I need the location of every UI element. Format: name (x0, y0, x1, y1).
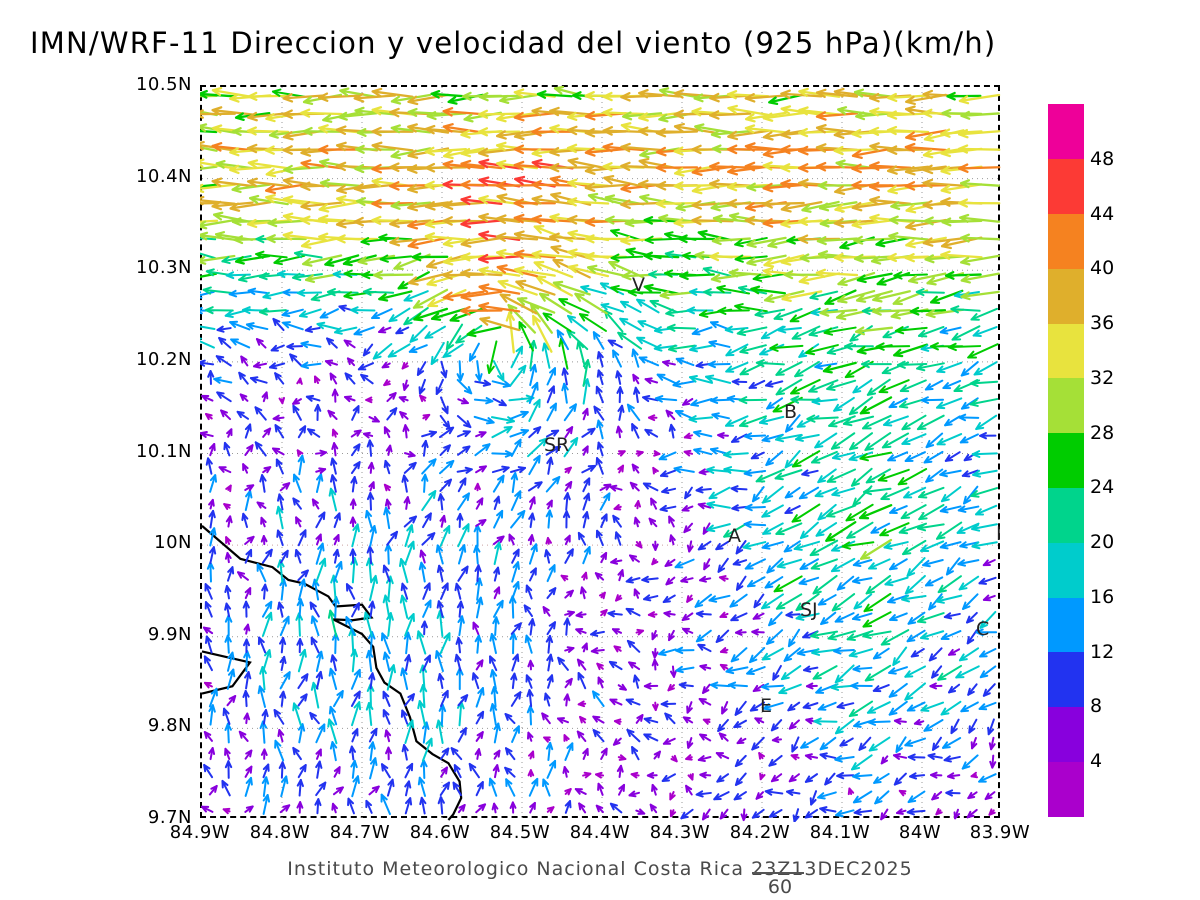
page-title: IMN/WRF-11 Direccion y velocidad del vie… (30, 26, 997, 60)
colorbar-band (1048, 651, 1084, 708)
x-axis-tick-label: 84.4W (569, 822, 631, 843)
colorbar-band (1048, 213, 1084, 269)
x-axis-tick-label: 84.8W (249, 822, 311, 843)
colorbar-band (1048, 432, 1084, 488)
y-axis-tick-label: 9.9N (147, 623, 192, 645)
colorbar: 4 8 12 16 20 24 28 32 36 40 44 48 (1048, 104, 1114, 817)
colorbar-band (1048, 542, 1084, 598)
colorbar-tick-label: 32 (1090, 366, 1115, 389)
colorbar-band (1048, 158, 1084, 215)
x-axis-tick-label: 84.2W (729, 822, 791, 843)
colorbar-band (1048, 706, 1084, 762)
x-axis-tick-label: 84.3W (649, 822, 711, 843)
city-label-c: C (976, 618, 990, 641)
colorbar-band (1048, 104, 1084, 160)
colorbar-tick-label: 40 (1090, 257, 1115, 280)
y-axis-tick-label: 10N (154, 532, 192, 554)
colorbar-tick-label: 16 (1090, 585, 1115, 608)
x-axis-tick-label: 84.6W (409, 822, 471, 843)
wind-vectors (200, 85, 1001, 822)
x-axis-tick-label: 84W (898, 822, 942, 843)
colorbar-tick-label: 48 (1090, 147, 1115, 170)
colorbar-tick-label: 4 (1090, 750, 1103, 773)
y-axis-tick-label: 10.2N (135, 348, 192, 370)
x-axis-tick-label: 84.9W (169, 822, 231, 843)
colorbar-band (1048, 268, 1084, 324)
x-axis-tick-label: 84.5W (489, 822, 551, 843)
colorbar-tick-label: 44 (1090, 202, 1115, 225)
city-label-b: B (784, 401, 798, 424)
x-axis-tick-label: 84.7W (329, 822, 391, 843)
y-axis-tick-label: 9.8N (147, 715, 192, 737)
city-label-sj: SJ (800, 599, 818, 622)
colorbar-tick-label: 24 (1090, 476, 1115, 499)
footer-credit: Instituto Meteorologico Nacional Costa R… (287, 858, 913, 880)
colorbar-band (1048, 377, 1084, 434)
x-axis-tick-label: 84.1W (809, 822, 871, 843)
colorbar-tick-label: 12 (1090, 640, 1115, 663)
wind-vector-plot (200, 85, 1002, 822)
city-label-a: A (728, 524, 741, 547)
reference-vector-label: 60 (767, 876, 793, 898)
city-label-v: V (632, 273, 645, 296)
y-axis-tick-label: 10.5N (135, 74, 192, 95)
city-label-i: I (996, 523, 1002, 546)
colorbar-band (1048, 761, 1084, 817)
colorbar-tick-label: 8 (1090, 695, 1103, 718)
x-axis-tick-label: 83.9W (969, 822, 1031, 843)
city-label-sr: SR (544, 434, 570, 457)
colorbar-band (1048, 596, 1084, 653)
reference-vector-icon (752, 872, 804, 874)
y-axis-tick-label: 10.4N (135, 165, 192, 187)
y-axis-tick-label: 10.1N (135, 440, 192, 462)
y-axis-tick-label: 10.3N (135, 257, 192, 279)
vector-field-canvas (200, 85, 1002, 822)
colorbar-band (1048, 323, 1084, 379)
colorbar-tick-label: 36 (1090, 312, 1115, 335)
colorbar-tick-label: 28 (1090, 421, 1115, 444)
colorbar-tick-label: 20 (1090, 531, 1115, 554)
city-label-e: E (760, 695, 773, 718)
colorbar-band (1048, 487, 1084, 543)
y-axis-tick-label: 9.7N (147, 807, 192, 828)
